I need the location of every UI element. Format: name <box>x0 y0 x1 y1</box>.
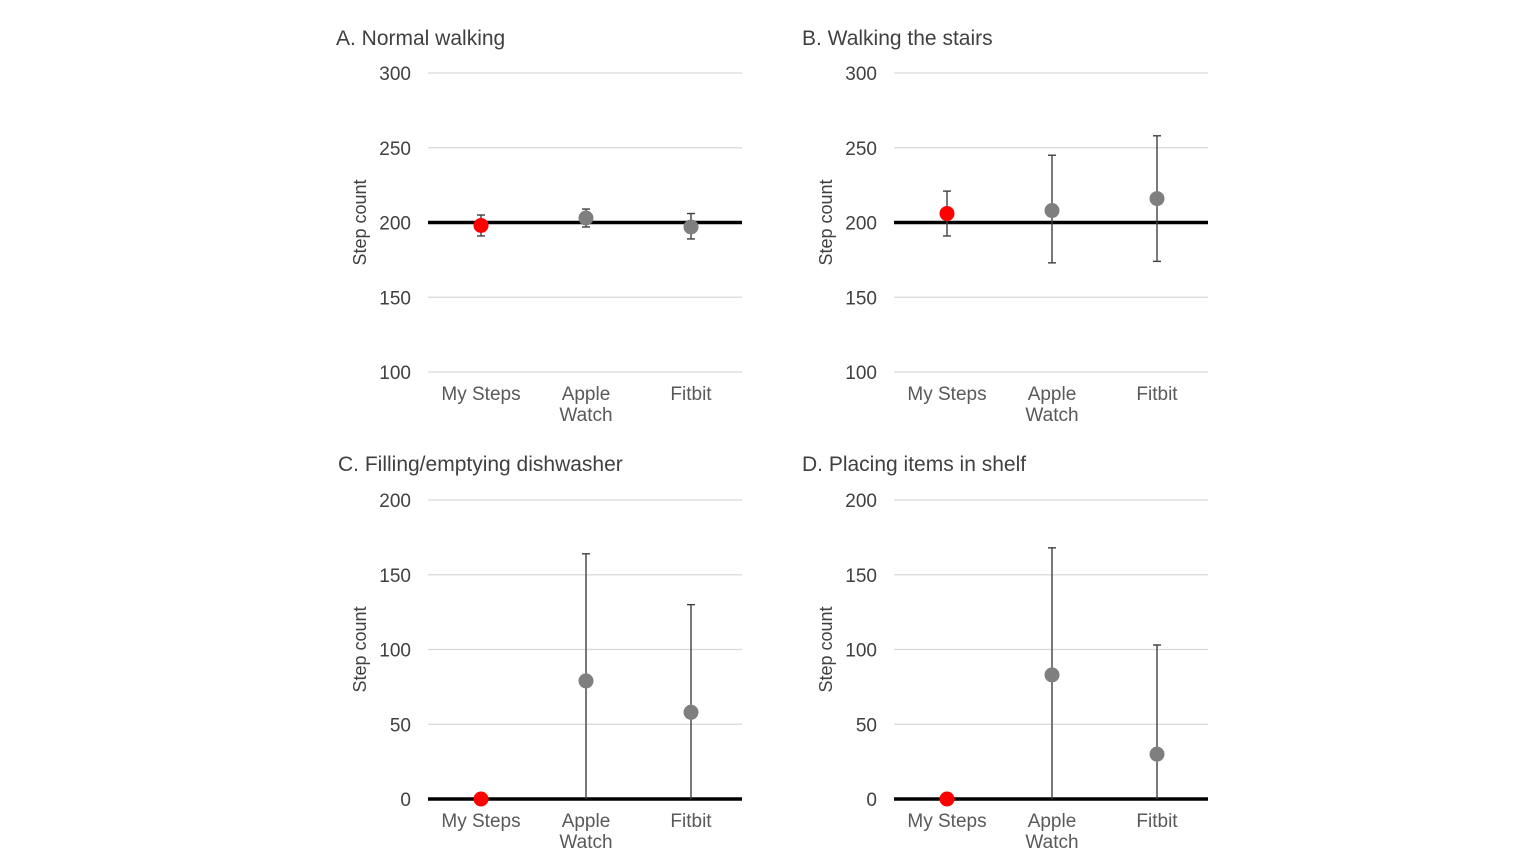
data-point <box>1044 203 1060 219</box>
category-label-line: Fitbit <box>1136 811 1178 832</box>
y-tick-label: 100 <box>845 641 877 662</box>
x-category-label: Fitbit <box>670 384 712 405</box>
y-tick-label: 250 <box>845 139 877 160</box>
category-label-line: My Steps <box>907 811 986 832</box>
data-point <box>1044 667 1060 683</box>
y-tick-label: 300 <box>379 64 411 85</box>
category-label-line: Watch <box>559 405 612 426</box>
y-tick-label: 200 <box>379 214 411 235</box>
x-category-label: Apple Watch <box>1025 811 1078 853</box>
chart-title: A. Normal walking <box>336 27 505 50</box>
data-point <box>578 210 594 226</box>
data-point <box>683 704 699 720</box>
x-category-label: Apple Watch <box>559 811 612 853</box>
category-label-line: My Steps <box>441 811 520 832</box>
y-tick-label: 100 <box>845 363 877 384</box>
data-point <box>939 791 955 807</box>
category-label-line: Apple <box>562 811 611 832</box>
y-axis-title: Step count <box>350 606 370 692</box>
data-point <box>939 206 955 222</box>
y-tick-label: 200 <box>845 491 877 512</box>
x-category-label: Apple Watch <box>559 384 612 426</box>
category-label-line: Apple <box>562 384 611 405</box>
chart-panel-1: A. Normal walking 100 150 200 250 300 Step cou… <box>336 27 742 426</box>
y-tick-label: 150 <box>379 566 411 587</box>
x-category-label: My Steps <box>907 384 986 405</box>
category-label-line: Fitbit <box>670 384 712 405</box>
data-point <box>1149 191 1165 207</box>
chart-title: D. Placing items in shelf <box>802 453 1026 476</box>
y-tick-label: 150 <box>845 566 877 587</box>
x-category-label: Fitbit <box>1136 811 1178 832</box>
category-label-line: Watch <box>1025 405 1078 426</box>
data-point <box>1149 746 1165 762</box>
y-tick-label: 150 <box>379 288 411 309</box>
y-tick-label: 250 <box>379 139 411 160</box>
x-category-label: My Steps <box>907 811 986 832</box>
x-category-label: My Steps <box>441 384 520 405</box>
x-category-label: Apple Watch <box>1025 384 1078 426</box>
y-tick-label: 50 <box>390 715 411 736</box>
chart-panel-4: D. Placing items in shelf 0 50 100 150 200 Ste… <box>802 453 1208 853</box>
y-tick-label: 150 <box>845 288 877 309</box>
x-category-label: My Steps <box>441 811 520 832</box>
y-tick-label: 200 <box>845 214 877 235</box>
y-tick-label: 100 <box>379 363 411 384</box>
chart-panel-3: C. Filling/emptying dishwasher 0 50 100 150 2… <box>338 453 742 853</box>
chart-panel-2: B. Walking the stairs 100 150 200 250 300 Step… <box>802 27 1208 426</box>
y-tick-label: 200 <box>379 491 411 512</box>
y-tick-label: 50 <box>856 715 877 736</box>
y-tick-label: 0 <box>866 790 877 811</box>
category-label-line: Watch <box>559 832 612 853</box>
data-point <box>473 217 489 233</box>
data-point <box>473 791 489 807</box>
category-label-line: Fitbit <box>670 811 712 832</box>
category-label-line: Apple <box>1028 811 1077 832</box>
category-label-line: Fitbit <box>1136 384 1178 405</box>
chart-title: B. Walking the stairs <box>802 27 993 50</box>
category-label-line: Apple <box>1028 384 1077 405</box>
y-axis-title: Step count <box>816 179 836 265</box>
y-axis-title: Step count <box>816 606 836 692</box>
y-tick-label: 0 <box>400 790 411 811</box>
category-label-line: Watch <box>1025 832 1078 853</box>
chart-title: C. Filling/emptying dishwasher <box>338 453 623 476</box>
category-label-line: My Steps <box>441 384 520 405</box>
data-point <box>578 673 594 689</box>
x-category-label: Fitbit <box>1136 384 1178 405</box>
y-tick-label: 100 <box>379 641 411 662</box>
x-category-label: Fitbit <box>670 811 712 832</box>
category-label-line: My Steps <box>907 384 986 405</box>
y-axis-title: Step count <box>350 179 370 265</box>
data-point <box>683 219 699 235</box>
y-tick-label: 300 <box>845 64 877 85</box>
